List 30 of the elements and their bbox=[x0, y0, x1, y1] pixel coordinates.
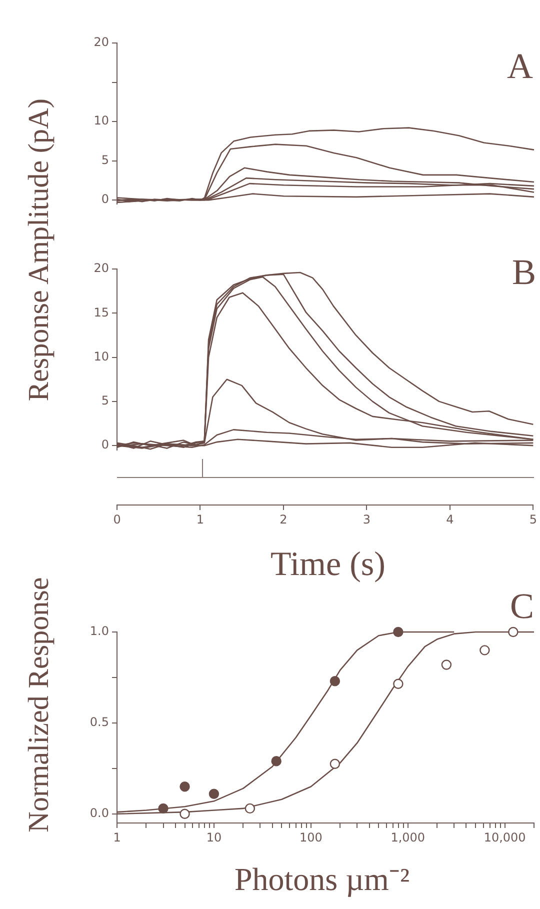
y-tick-label: 15 bbox=[94, 305, 109, 320]
y-tick-label: 20 bbox=[94, 35, 109, 50]
chart-title: B bbox=[510, 250, 537, 294]
x-tick-label: 10,000 bbox=[484, 830, 526, 844]
y-axis-title: Response Amplitude (pA) bbox=[22, 98, 56, 404]
x-tick-label: 1 bbox=[113, 830, 121, 844]
chart-title: A bbox=[506, 44, 534, 88]
y-tick-label: 0.5 bbox=[90, 715, 109, 730]
y-tick-label: 0 bbox=[101, 438, 109, 452]
x-axis-title: Time (s) bbox=[270, 544, 386, 585]
y-tick-label: 10 bbox=[94, 349, 109, 364]
x-axis-title: Photons µm⁻² bbox=[233, 860, 411, 900]
x-tick-label: 1 bbox=[196, 512, 204, 526]
x-tick-label: 0 bbox=[113, 512, 121, 526]
x-tick-label: 4 bbox=[446, 512, 454, 526]
x-tick-label: 1,000 bbox=[390, 830, 426, 844]
x-tick-label: 3 bbox=[362, 512, 371, 526]
y-tick-label: 10 bbox=[94, 114, 109, 128]
y-tick-label: 5 bbox=[101, 394, 109, 408]
x-tick-label: 100 bbox=[299, 830, 322, 844]
y-tick-label: 0 bbox=[101, 192, 109, 206]
x-tick-label: 5 bbox=[529, 512, 538, 526]
y-tick-label: 0.0 bbox=[90, 806, 109, 820]
y-tick-label: 20 bbox=[94, 261, 109, 276]
x-tick-label: 10 bbox=[206, 830, 222, 844]
y-axis-title: Normalized Response bbox=[22, 576, 56, 835]
y-tick-label: 1.0 bbox=[90, 624, 109, 638]
chart-title: C bbox=[508, 584, 535, 628]
y-tick-label: 5 bbox=[101, 152, 109, 167]
x-tick-label: 2 bbox=[280, 512, 288, 526]
